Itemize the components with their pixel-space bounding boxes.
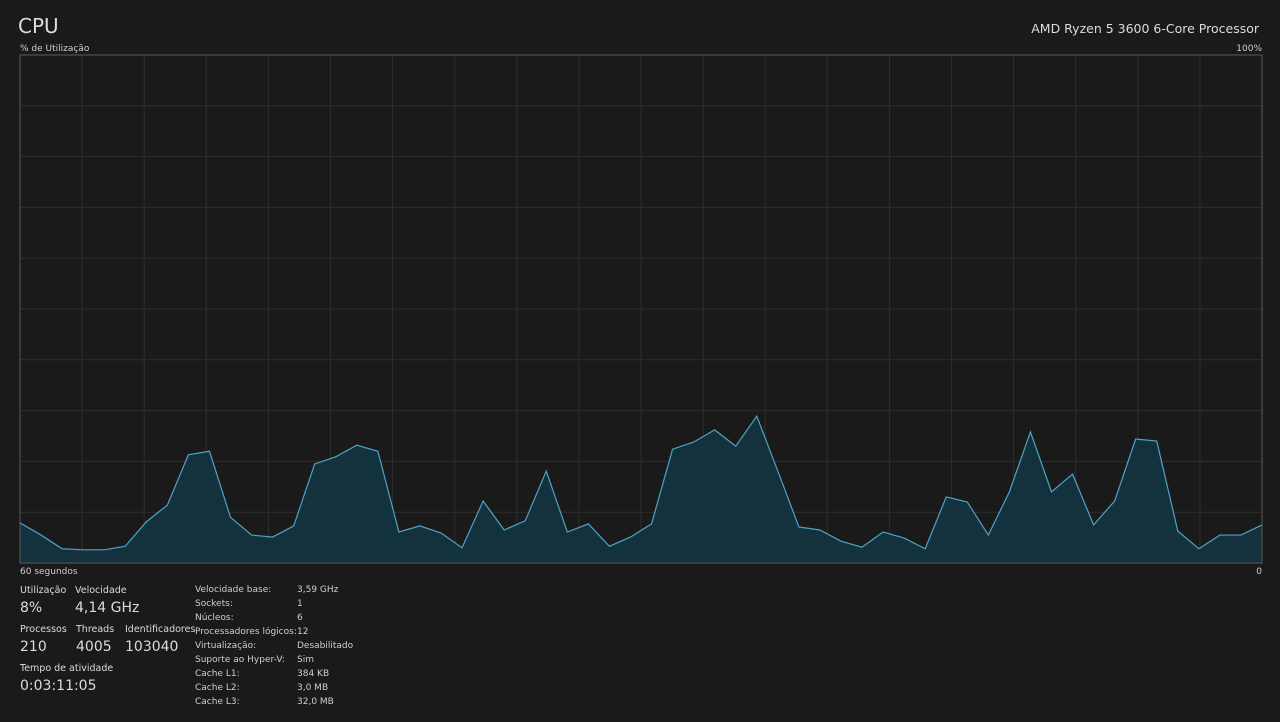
stats: Utilização 8% Velocidade 4,14 GHz Processos 2… <box>19 585 195 694</box>
detail-value: 32,0 MB <box>297 697 334 707</box>
detail-value: 3,59 GHz <box>297 585 339 595</box>
stat-label: Velocidade <box>75 585 127 596</box>
title: CPU <box>18 14 59 38</box>
detail-label: Virtualização: <box>195 641 256 651</box>
stat-value: 4,14 GHz <box>75 600 139 616</box>
detail-value: Desabilitado <box>297 641 354 651</box>
detail-label: Cache L1: <box>195 669 240 679</box>
stat-label: Identificadores <box>125 624 195 635</box>
detail-label: Núcleos: <box>195 613 234 623</box>
stat-label: Tempo de atividade <box>19 663 113 674</box>
detail-value: 6 <box>297 613 303 623</box>
area <box>20 416 1262 563</box>
stat-value: 4005 <box>76 639 112 655</box>
stat-label: Utilização <box>20 585 66 596</box>
x-end-label: 0 <box>1256 567 1262 577</box>
stat-value: 0:03:11:05 <box>20 678 97 694</box>
plot <box>19 54 1263 564</box>
details: Velocidade base: 3,59 GHz Sockets: 1 Núcleos… <box>195 585 354 707</box>
detail-value: 1 <box>297 599 303 609</box>
stat-label: Processos <box>20 624 67 635</box>
stat-value: 210 <box>20 639 47 655</box>
detail-label: Suporte ao Hyper-V: <box>195 655 285 665</box>
detail-label: Velocidade base: <box>195 585 271 595</box>
detail-value: Sim <box>297 655 314 665</box>
plot-border <box>19 54 1263 564</box>
detail-label: Cache L3: <box>195 697 240 707</box>
detail-value: 384 KB <box>297 669 329 679</box>
detail-label: Processadores lógicos: <box>195 626 297 637</box>
detail-value: 3,0 MB <box>297 683 328 693</box>
line <box>19 414 1263 551</box>
detail-label: Sockets: <box>195 599 233 609</box>
stat-label: Threads <box>75 624 114 635</box>
detail-value: 12 <box>297 627 308 637</box>
processor-name: AMD Ryzen 5 3600 6-Core Processor <box>1031 21 1260 36</box>
stat-value: 8% <box>20 600 42 616</box>
x-start-label: 60 segundos <box>20 567 78 577</box>
y-axis-label: % de Utilização <box>20 44 90 54</box>
detail-label: Cache L2: <box>195 683 240 693</box>
stat-value: 103040 <box>125 639 178 655</box>
y-max-label: 100% <box>1236 44 1262 54</box>
